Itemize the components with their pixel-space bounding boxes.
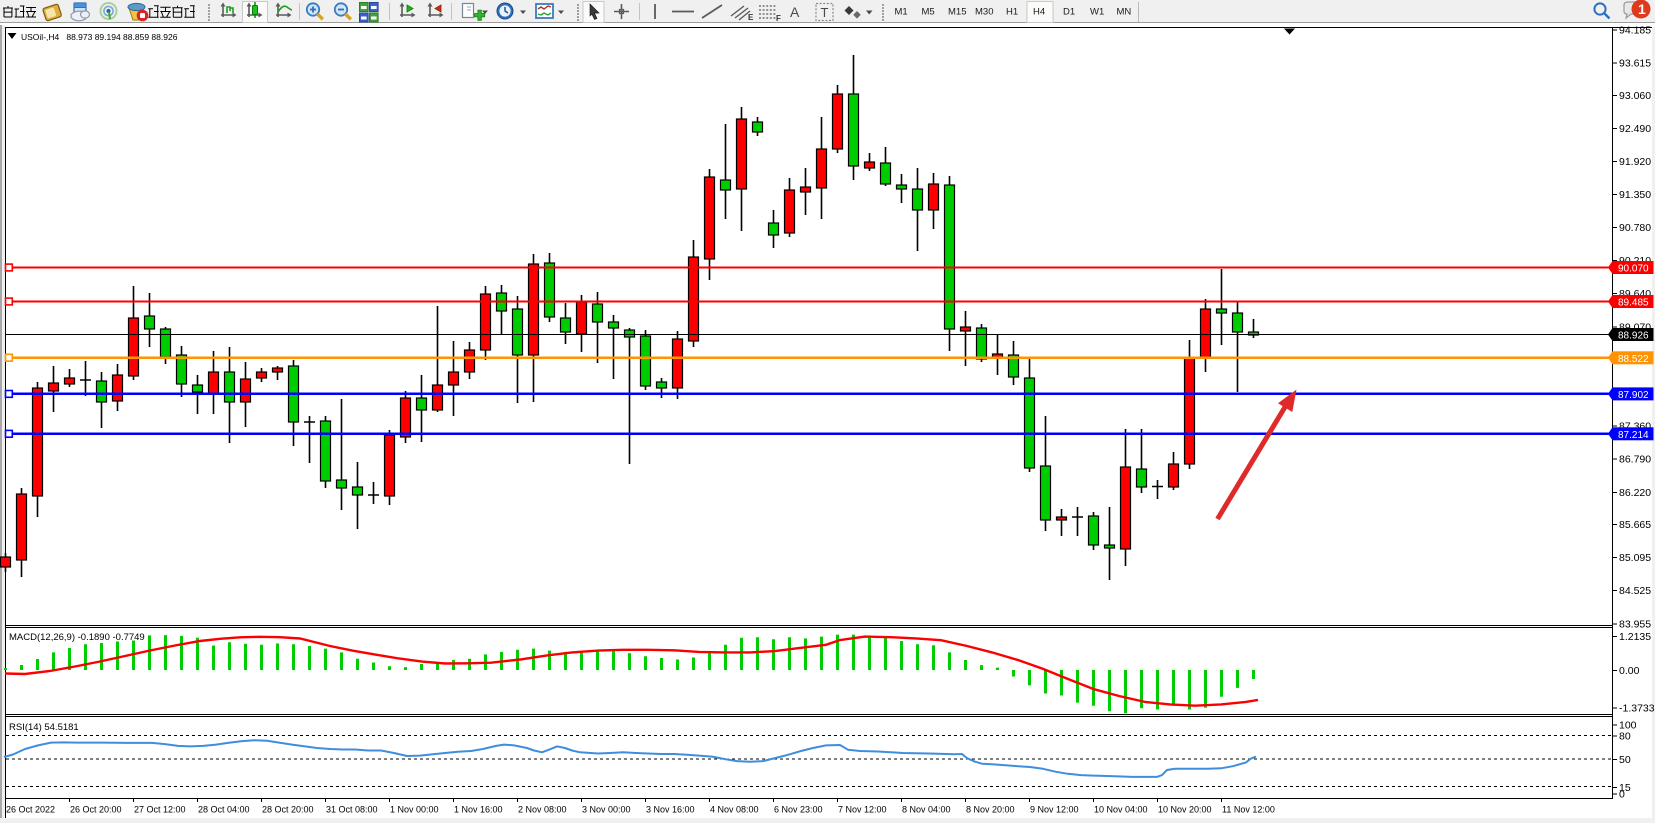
svg-text:USOil-,H4 88.973 89.194 88.8: USOil-,H4 88.973 89.194 88.859 88.926 bbox=[21, 32, 178, 42]
svg-text:88.926: 88.926 bbox=[1618, 331, 1649, 342]
svg-text:D1: D1 bbox=[1063, 7, 1075, 18]
svg-text:4 Nov 08:00: 4 Nov 08:00 bbox=[710, 805, 759, 815]
svg-text:MN: MN bbox=[1117, 7, 1132, 18]
svg-text:15: 15 bbox=[1619, 782, 1631, 794]
svg-text:86.790: 86.790 bbox=[1619, 454, 1651, 466]
svg-text:MACD(12,26,9) -0.1890 -0.7749: MACD(12,26,9) -0.1890 -0.7749 bbox=[9, 632, 145, 643]
svg-text:10 Nov 20:00: 10 Nov 20:00 bbox=[1158, 805, 1212, 815]
svg-text:10 Nov 04:00: 10 Nov 04:00 bbox=[1094, 805, 1148, 815]
svg-text:94.185: 94.185 bbox=[1619, 25, 1651, 37]
svg-text:50: 50 bbox=[1619, 754, 1631, 766]
svg-text:M1: M1 bbox=[895, 7, 908, 18]
svg-text:8 Nov 20:00: 8 Nov 20:00 bbox=[966, 805, 1015, 815]
svg-text:M30: M30 bbox=[975, 7, 993, 18]
svg-text:1.2135: 1.2135 bbox=[1619, 631, 1651, 643]
svg-text:31 Oct 08:00: 31 Oct 08:00 bbox=[326, 805, 378, 815]
svg-text:2 Nov 08:00: 2 Nov 08:00 bbox=[518, 805, 567, 815]
svg-text:87.902: 87.902 bbox=[1618, 390, 1649, 401]
svg-text:84.525: 84.525 bbox=[1619, 585, 1651, 597]
svg-text:F: F bbox=[776, 14, 781, 23]
svg-text:3 Nov 00:00: 3 Nov 00:00 bbox=[582, 805, 631, 815]
svg-text:1: 1 bbox=[1638, 1, 1646, 17]
svg-text:26 Oct 20:00: 26 Oct 20:00 bbox=[70, 805, 122, 815]
svg-text:A: A bbox=[790, 4, 800, 20]
svg-text:-1.3733: -1.3733 bbox=[1619, 703, 1655, 715]
svg-text:RSI(14) 54.5181: RSI(14) 54.5181 bbox=[9, 722, 79, 733]
svg-text:26 Oct 2022: 26 Oct 2022 bbox=[6, 805, 55, 815]
svg-text:T: T bbox=[821, 5, 829, 20]
svg-text:28 Oct 20:00: 28 Oct 20:00 bbox=[262, 805, 314, 815]
svg-text:11 Nov 12:00: 11 Nov 12:00 bbox=[1222, 805, 1275, 815]
svg-text:0: 0 bbox=[1619, 789, 1625, 801]
svg-text:90.070: 90.070 bbox=[1618, 264, 1649, 275]
svg-text:87.214: 87.214 bbox=[1618, 430, 1649, 441]
svg-text:93.060: 93.060 bbox=[1619, 90, 1651, 102]
svg-text:3 Nov 16:00: 3 Nov 16:00 bbox=[646, 805, 695, 815]
svg-text:1 Nov 16:00: 1 Nov 16:00 bbox=[454, 805, 503, 815]
svg-text:86.220: 86.220 bbox=[1619, 487, 1651, 499]
svg-text:85.095: 85.095 bbox=[1619, 552, 1651, 564]
svg-text:7 Nov 12:00: 7 Nov 12:00 bbox=[838, 805, 887, 815]
svg-text:100: 100 bbox=[1619, 719, 1637, 731]
svg-text:27 Oct 12:00: 27 Oct 12:00 bbox=[134, 805, 186, 815]
svg-text:6 Nov 23:00: 6 Nov 23:00 bbox=[774, 805, 823, 815]
svg-text:83.955: 83.955 bbox=[1619, 618, 1651, 630]
svg-text:8 Nov 04:00: 8 Nov 04:00 bbox=[902, 805, 951, 815]
svg-text:M15: M15 bbox=[948, 7, 966, 18]
svg-text:H4: H4 bbox=[1033, 7, 1045, 18]
svg-text:89.485: 89.485 bbox=[1618, 298, 1649, 309]
svg-text:M5: M5 bbox=[922, 7, 935, 18]
svg-text:0.00: 0.00 bbox=[1619, 665, 1640, 677]
svg-text:92.490: 92.490 bbox=[1619, 123, 1651, 135]
svg-text:H1: H1 bbox=[1006, 7, 1018, 18]
svg-text:9 Nov 12:00: 9 Nov 12:00 bbox=[1030, 805, 1079, 815]
svg-text:91.350: 91.350 bbox=[1619, 189, 1651, 201]
svg-text:28 Oct 04:00: 28 Oct 04:00 bbox=[198, 805, 250, 815]
svg-text:1 Nov 00:00: 1 Nov 00:00 bbox=[390, 805, 439, 815]
svg-text:93.615: 93.615 bbox=[1619, 58, 1651, 70]
svg-text:90.780: 90.780 bbox=[1619, 222, 1651, 234]
svg-text:80: 80 bbox=[1619, 730, 1631, 742]
svg-text:W1: W1 bbox=[1090, 7, 1104, 18]
svg-text:85.665: 85.665 bbox=[1619, 519, 1651, 531]
svg-text:88.522: 88.522 bbox=[1618, 354, 1649, 365]
svg-text:E: E bbox=[748, 13, 754, 22]
svg-text:91.920: 91.920 bbox=[1619, 156, 1651, 168]
